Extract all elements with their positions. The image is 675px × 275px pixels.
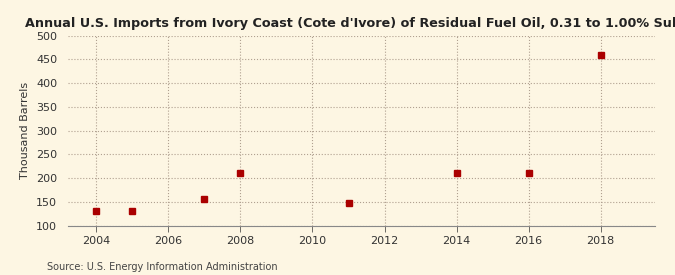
Title: Annual U.S. Imports from Ivory Coast (Cote d'Ivore) of Residual Fuel Oil, 0.31 t: Annual U.S. Imports from Ivory Coast (Co… [25,17,675,31]
Y-axis label: Thousand Barrels: Thousand Barrels [20,82,30,179]
Text: Source: U.S. Energy Information Administration: Source: U.S. Energy Information Administ… [47,262,278,272]
